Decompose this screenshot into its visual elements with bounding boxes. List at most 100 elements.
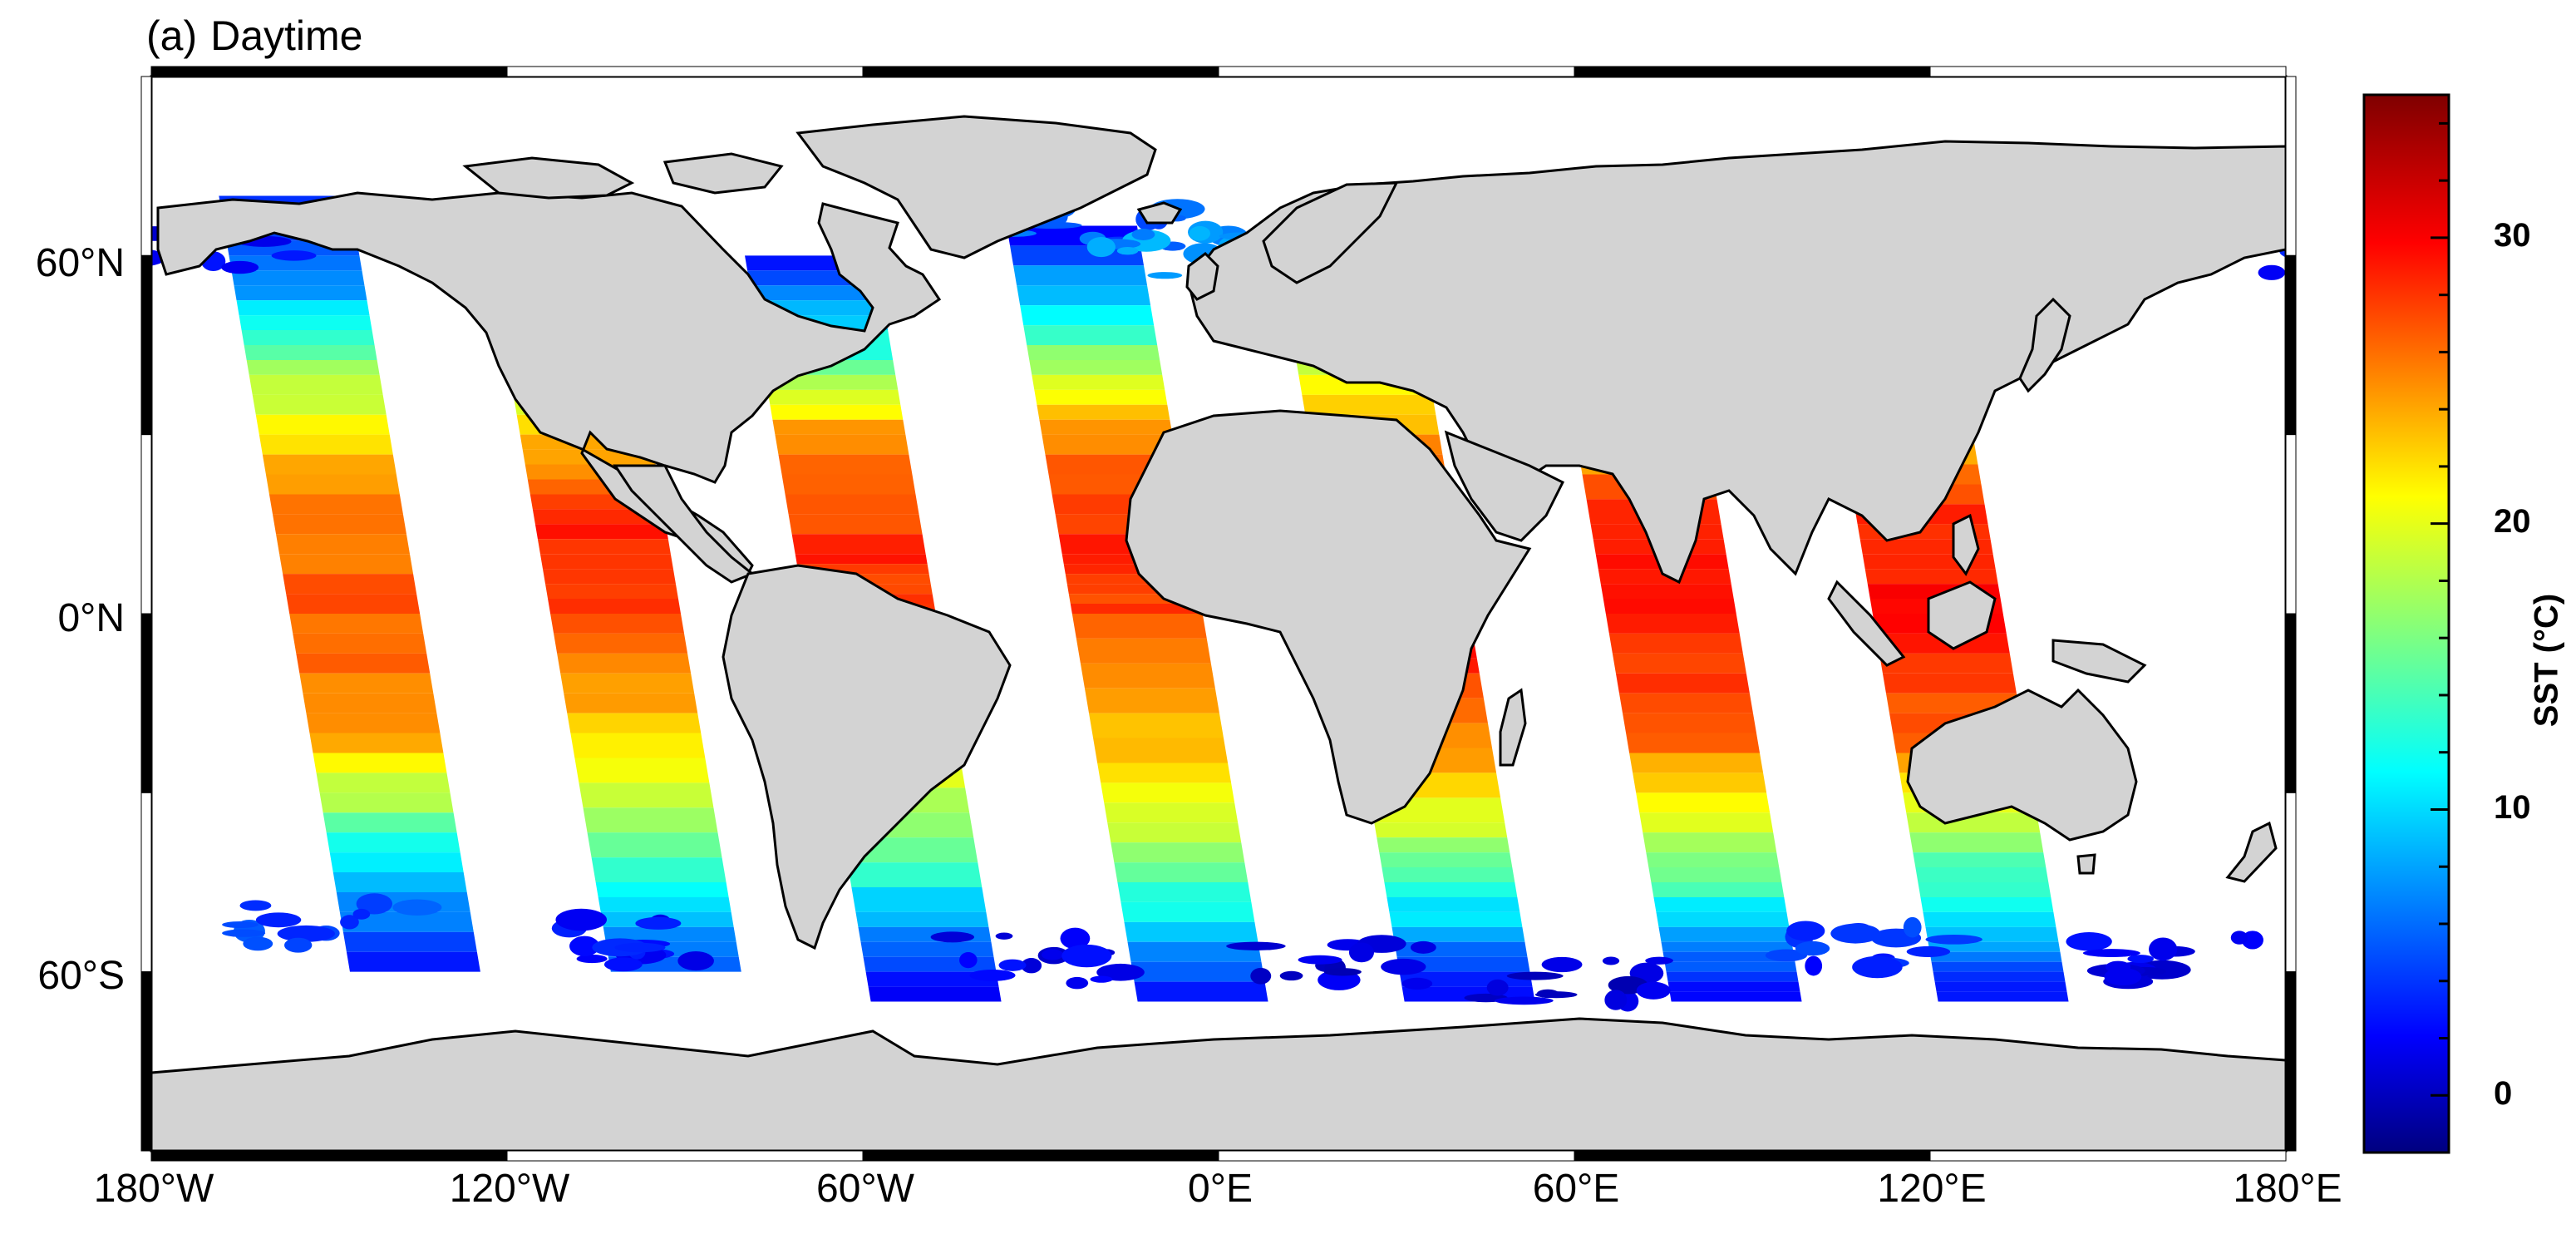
sst-patch bbox=[969, 969, 1016, 981]
border-segment-right bbox=[2285, 254, 2297, 436]
sst-patch bbox=[998, 959, 1027, 971]
border-segment-bottom bbox=[1218, 1150, 1575, 1162]
swath-segment bbox=[1389, 911, 1523, 927]
sst-patch bbox=[222, 921, 259, 929]
sst-patch bbox=[1604, 990, 1628, 1010]
swath-segment bbox=[847, 862, 983, 887]
sst-patch bbox=[2082, 949, 2140, 957]
sst-patch bbox=[1279, 970, 1303, 981]
swath-segment bbox=[339, 911, 474, 932]
border-segment-top bbox=[862, 66, 1219, 77]
swath-segment bbox=[1913, 852, 2047, 868]
swath-segment bbox=[1929, 951, 2062, 962]
sst-patch bbox=[243, 936, 273, 951]
swath-segment bbox=[1130, 961, 1265, 982]
sst-patch bbox=[1250, 967, 1272, 985]
swath-segment bbox=[319, 792, 454, 813]
swath-segment bbox=[865, 971, 999, 987]
swath-segment bbox=[564, 693, 698, 713]
swath-segment bbox=[1923, 911, 2056, 927]
swath-segment bbox=[1396, 956, 1530, 972]
swath-segment bbox=[1020, 305, 1155, 326]
swath-segment bbox=[1382, 867, 1515, 882]
swath-segment bbox=[765, 374, 899, 390]
sst-patch bbox=[1061, 944, 1112, 968]
land-borneo bbox=[1927, 580, 1997, 650]
swath-segment bbox=[583, 807, 718, 833]
swath-segment bbox=[1636, 792, 1771, 813]
swath-segment bbox=[1387, 896, 1520, 912]
swath-segment bbox=[560, 673, 695, 694]
swath-segment bbox=[236, 300, 370, 316]
land-eurasia bbox=[1187, 140, 2286, 585]
sst-patch bbox=[352, 908, 371, 920]
swath-segment bbox=[1104, 802, 1239, 823]
swath-segment bbox=[1302, 394, 1436, 415]
swath-segment bbox=[545, 584, 678, 600]
swath-segment bbox=[306, 713, 441, 733]
land-north-america bbox=[156, 191, 942, 576]
swath-segment bbox=[1909, 832, 2044, 853]
land-british-isles bbox=[1185, 252, 1219, 301]
border-segment-right bbox=[2285, 792, 2297, 973]
land-arctic-islands bbox=[462, 156, 635, 200]
border-segment-bottom bbox=[862, 1150, 1219, 1162]
swath-segment bbox=[1114, 862, 1249, 882]
swath-segment bbox=[1121, 901, 1255, 922]
swath-segment bbox=[1076, 638, 1211, 664]
colorbar bbox=[2362, 93, 2450, 1154]
swath-segment bbox=[1071, 614, 1207, 639]
swath-segment bbox=[595, 882, 729, 897]
swath-segment bbox=[1612, 653, 1746, 674]
lat-label-60n: 60°N bbox=[35, 241, 125, 285]
swath-segment bbox=[778, 454, 913, 475]
swath-segment bbox=[767, 389, 901, 405]
swath-segment bbox=[1124, 921, 1258, 942]
swath-segment bbox=[296, 653, 431, 674]
panel-title: Daytime bbox=[210, 12, 363, 59]
sst-patch bbox=[1131, 229, 1155, 240]
land-tasmania bbox=[2076, 853, 2096, 875]
sst-patch bbox=[677, 950, 714, 971]
sst-patch bbox=[995, 932, 1013, 940]
swath-segment bbox=[860, 941, 994, 957]
land-australia bbox=[1906, 688, 2138, 842]
sst-patch bbox=[1506, 971, 1564, 980]
sst-patch bbox=[614, 942, 666, 953]
sst-patch bbox=[1486, 979, 1509, 996]
sst-patch bbox=[1041, 949, 1064, 960]
border-segment-bottom bbox=[506, 1150, 864, 1162]
swath-segment bbox=[1029, 359, 1163, 375]
sst-patch bbox=[1060, 927, 1091, 950]
sst-patch bbox=[2303, 247, 2321, 268]
swath-segment bbox=[1384, 882, 1518, 897]
sst-patch bbox=[271, 250, 317, 261]
swath-segment bbox=[1662, 951, 1795, 962]
border-segment-right bbox=[2285, 613, 2297, 793]
swath-segment bbox=[788, 514, 923, 535]
map-area bbox=[151, 77, 2321, 1151]
swath-segment bbox=[1875, 633, 2010, 654]
swath-segment bbox=[1626, 733, 1761, 753]
land-south-america bbox=[722, 564, 1012, 950]
swath-segment bbox=[603, 926, 736, 942]
land-central-america bbox=[613, 464, 755, 584]
swath-segment bbox=[326, 832, 461, 853]
sst-patch bbox=[392, 899, 442, 916]
swath-segment bbox=[532, 509, 666, 525]
swath-segment bbox=[262, 454, 396, 475]
border-segment-left bbox=[140, 792, 152, 973]
sst-patch bbox=[2127, 955, 2155, 964]
swath-segment bbox=[1608, 633, 1743, 654]
swath-segment bbox=[542, 569, 676, 585]
swath-segment bbox=[1639, 812, 1774, 833]
swath-segment bbox=[1658, 926, 1792, 942]
lon-label-180w: 180°W bbox=[93, 1167, 214, 1211]
swath-segment bbox=[534, 524, 668, 540]
border-segment-left bbox=[140, 613, 152, 793]
swath-segment bbox=[1093, 738, 1229, 763]
swath-segment bbox=[1603, 599, 1736, 614]
sst-patch bbox=[284, 937, 313, 953]
land-arabia bbox=[1444, 430, 1565, 542]
